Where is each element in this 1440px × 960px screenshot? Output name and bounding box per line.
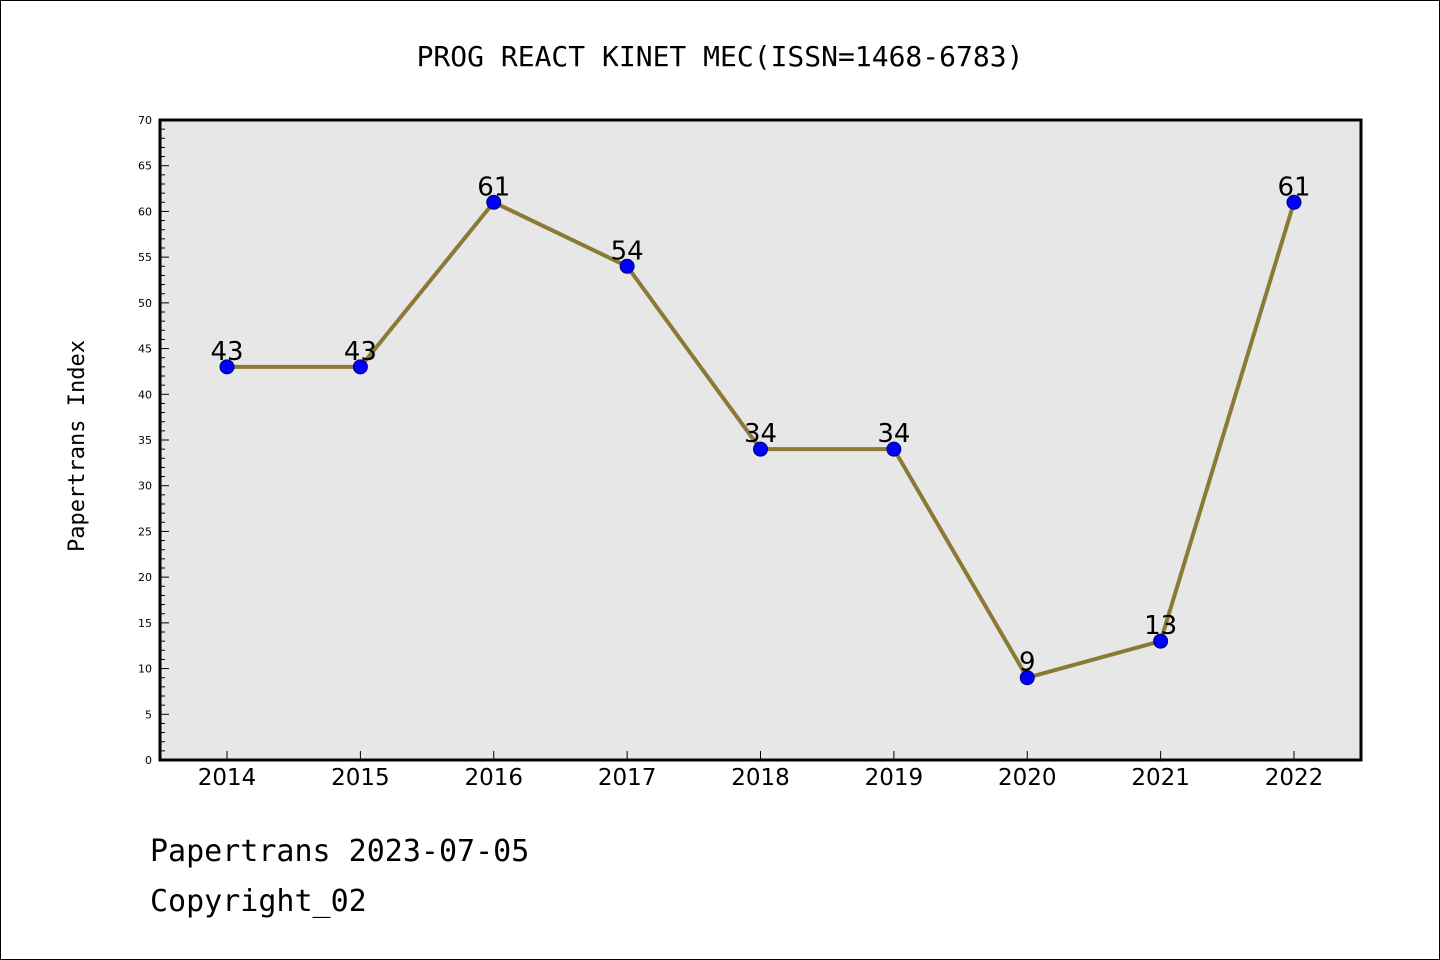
y-tick-label: 45 <box>138 343 152 356</box>
data-label: 34 <box>744 419 777 449</box>
x-tick-label: 2016 <box>464 765 523 791</box>
x-tick-label: 2021 <box>1131 765 1190 791</box>
data-point <box>886 441 902 457</box>
data-label: 43 <box>344 337 377 367</box>
data-label: 13 <box>1144 611 1177 641</box>
y-tick-label: 70 <box>138 114 152 127</box>
x-tick-label: 2019 <box>865 765 924 791</box>
y-tick-label: 25 <box>138 525 152 538</box>
x-axis: 2014 2015 2016 2017 2018 2019 2020 2021 2022 <box>198 751 1324 791</box>
data-point <box>219 359 235 375</box>
plot-area <box>158 118 1363 762</box>
y-tick-label: 20 <box>138 571 152 584</box>
data-point <box>486 194 502 210</box>
y-tick-label: 5 <box>145 708 152 721</box>
y-tick-label: 10 <box>138 663 152 676</box>
y-tick-label: 30 <box>138 480 152 493</box>
data-point <box>619 258 635 274</box>
y-tick-label: 35 <box>138 434 152 447</box>
data-point <box>1286 194 1302 210</box>
y-tick-label: 50 <box>138 297 152 310</box>
data-point <box>352 359 368 375</box>
y-tick-label: 65 <box>138 160 152 173</box>
x-tick-label: 2014 <box>198 765 257 791</box>
y-tick-label: 15 <box>138 617 152 630</box>
data-label: 61 <box>477 172 510 202</box>
footer-copyright: Copyright_02 <box>150 884 367 919</box>
y-axis: 0 5 10 15 20 25 30 35 40 45 50 55 60 65 70 <box>138 114 169 767</box>
x-tick-label: 2015 <box>331 765 390 791</box>
y-tick-label: 40 <box>138 388 152 401</box>
data-label: 43 <box>210 337 243 367</box>
data-label: 61 <box>1277 172 1310 202</box>
x-tick-label: 2017 <box>598 765 657 791</box>
series-group: 43 43 61 54 34 34 9 13 61 <box>210 172 1311 686</box>
y-tick-label: 55 <box>138 251 152 264</box>
y-tick-label: 0 <box>145 754 152 767</box>
data-point <box>1153 633 1169 649</box>
data-point <box>753 441 768 457</box>
data-point <box>1019 670 1035 686</box>
data-label: 54 <box>611 236 644 266</box>
data-label: 9 <box>1019 648 1036 678</box>
footer-date: Papertrans 2023-07-05 <box>150 834 530 869</box>
data-label: 34 <box>877 419 910 449</box>
chart-title: PROG REACT KINET MEC(ISSN=1468-6783) <box>417 40 1024 73</box>
y-axis-label: Papertrans Index <box>65 340 90 552</box>
x-tick-label: 2018 <box>731 765 790 791</box>
x-tick-label: 2022 <box>1265 765 1324 791</box>
x-tick-label: 2020 <box>998 765 1057 791</box>
y-tick-label: 60 <box>138 205 152 218</box>
